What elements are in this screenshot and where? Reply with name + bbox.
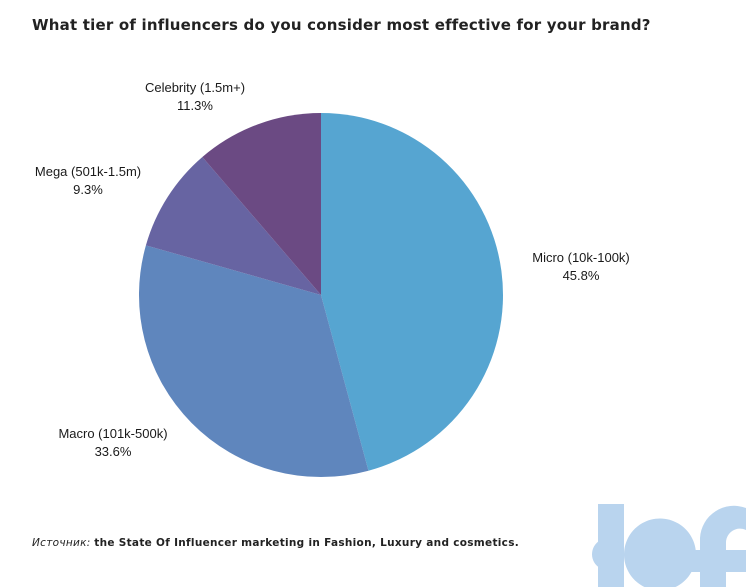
source-prefix: Источник: <box>32 537 91 549</box>
slice-value-label: 9.3% <box>73 182 103 197</box>
slice-value-label: 45.8% <box>563 268 600 283</box>
slice-value-label: 11.3% <box>177 98 213 113</box>
source-note: Источник: the State Of Influencer market… <box>32 537 519 549</box>
pie-slice <box>202 113 321 295</box>
slice-value-label: 33.6% <box>95 444 132 459</box>
slice-label: Macro (101k-500k) <box>58 426 167 441</box>
pie-slice <box>145 156 321 295</box>
source-text: the State Of Influencer marketing in Fas… <box>94 537 520 549</box>
chart-title: What tier of influencers do you consider… <box>32 16 651 34</box>
pie-slices <box>138 113 503 478</box>
pie-slice <box>138 245 369 478</box>
pie-labels: Micro (10k-100k) 45.8% Macro (101k-500k) 33… <box>35 80 630 459</box>
brand-logo <box>590 498 746 587</box>
slice-label: Micro (10k-100k) <box>532 250 630 265</box>
slice-label: Celebrity (1.5m+) <box>145 80 245 95</box>
slice-label: Mega (501k-1.5m) <box>35 164 141 179</box>
pie-slice <box>321 113 503 471</box>
